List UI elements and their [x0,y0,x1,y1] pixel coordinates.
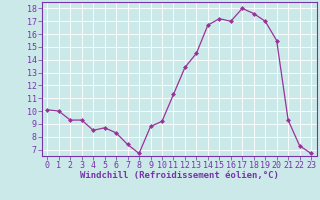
X-axis label: Windchill (Refroidissement éolien,°C): Windchill (Refroidissement éolien,°C) [80,171,279,180]
